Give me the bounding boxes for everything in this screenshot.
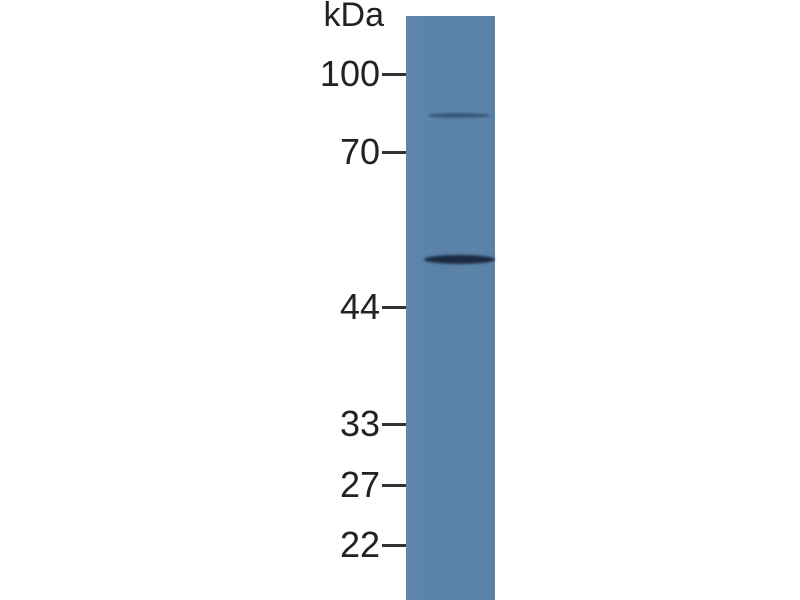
marker-tick-33: [382, 423, 406, 426]
marker-label-27: 27: [339, 464, 380, 505]
marker-label-44: 44: [339, 286, 380, 327]
marker-tick-22: [382, 544, 406, 547]
marker-tick-70: [382, 151, 406, 154]
unit-label: kDa: [323, 0, 384, 34]
blot-lane: [406, 16, 495, 600]
marker-tick-27: [382, 484, 406, 487]
marker-label-100: 100: [319, 53, 380, 94]
marker-label-70: 70: [339, 131, 380, 172]
marker-tick-100: [382, 73, 406, 76]
marker-label-33: 33: [339, 403, 380, 444]
marker-tick-44: [382, 306, 406, 309]
band-54kda: [424, 255, 495, 264]
band-80kda: [428, 113, 490, 118]
marker-label-22: 22: [339, 524, 380, 565]
